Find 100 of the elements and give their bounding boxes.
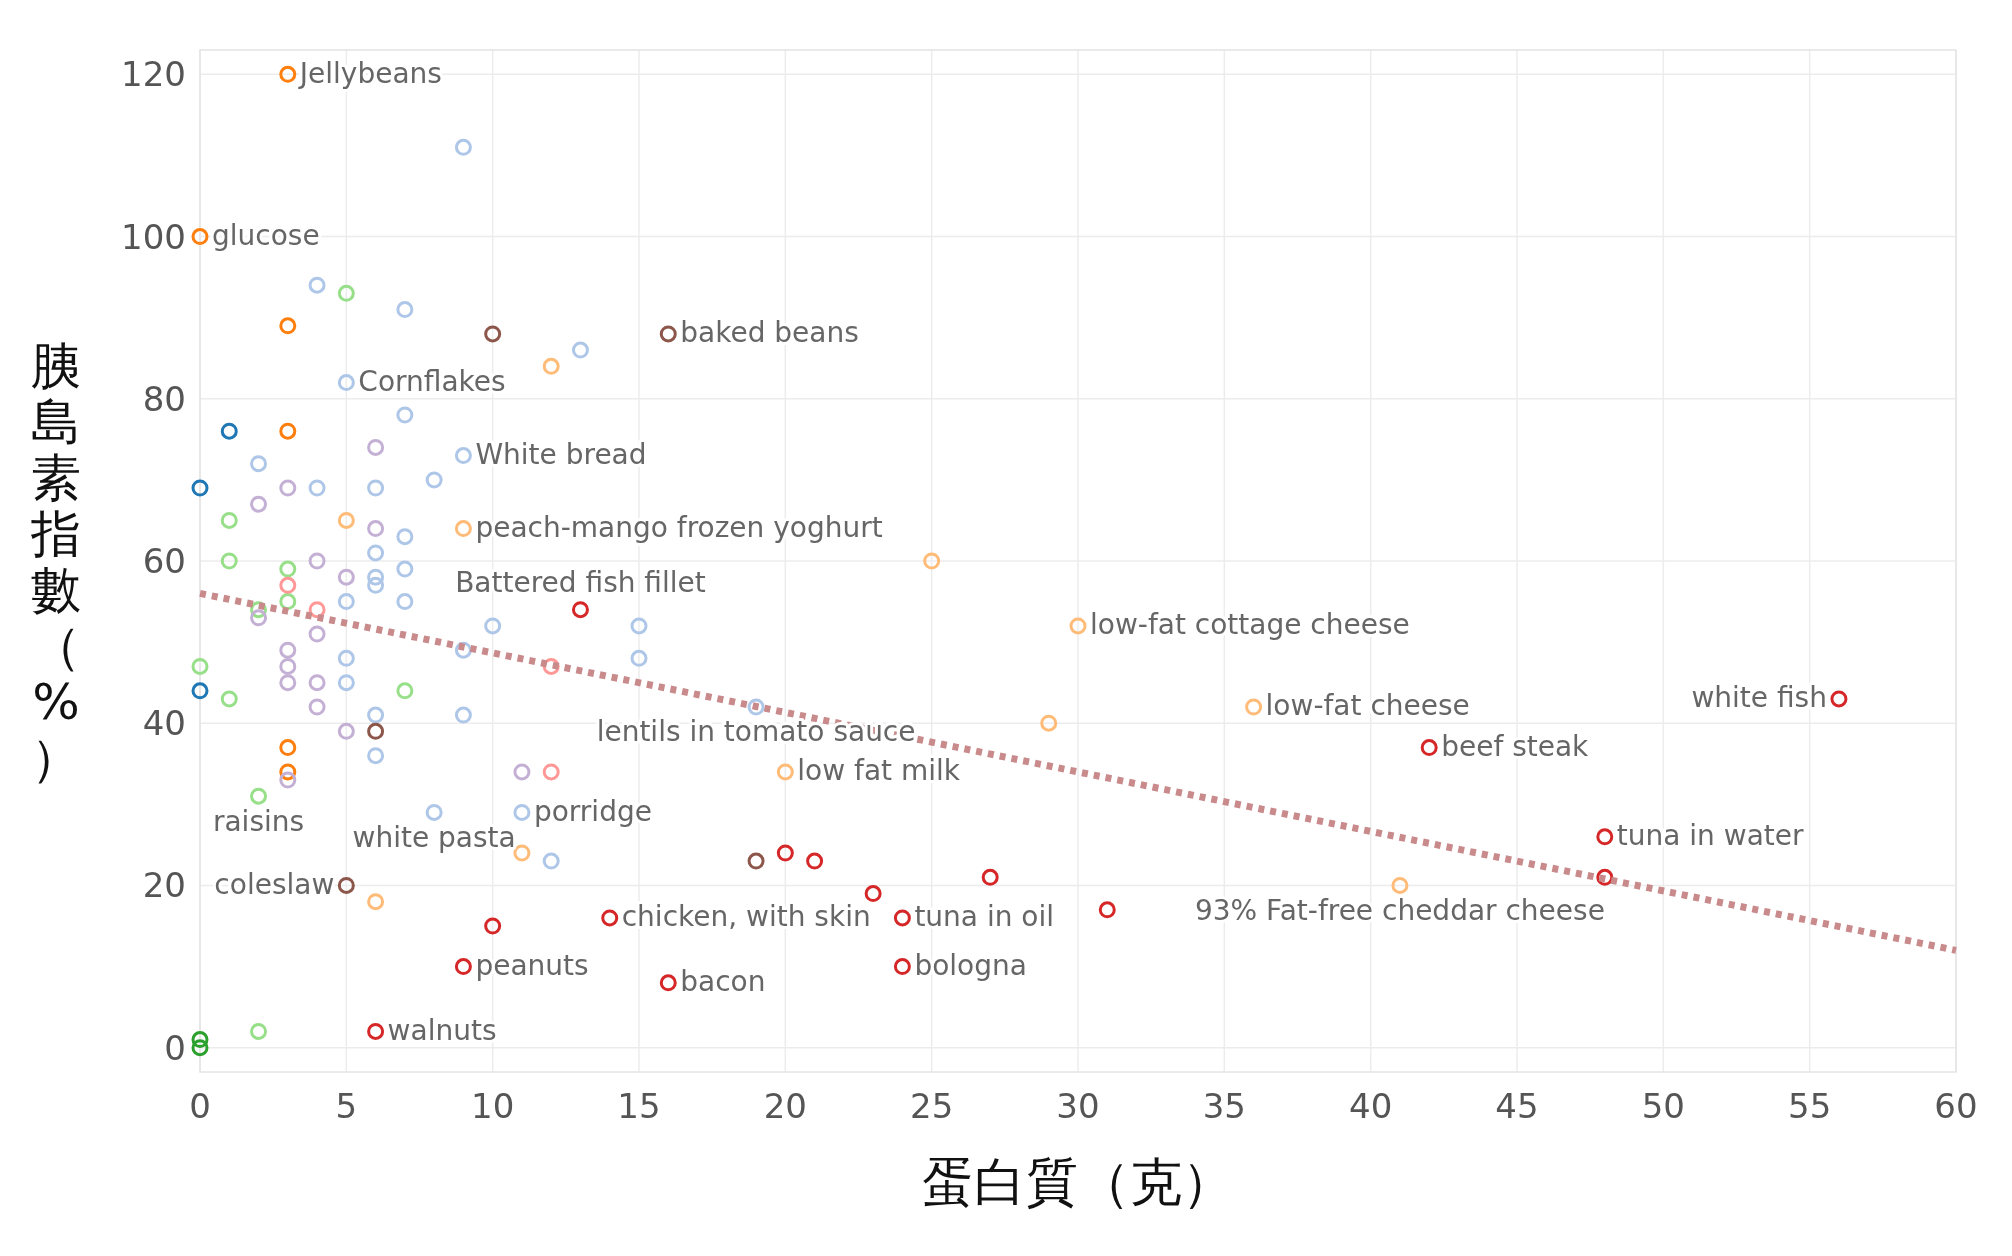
- annotation: bacon: [680, 965, 766, 999]
- point: [864, 885, 882, 903]
- annotation: low fat milk: [797, 754, 961, 788]
- point: [1420, 739, 1438, 757]
- point: [337, 722, 355, 740]
- y-axis-title: 胰島素指數（%）: [30, 337, 81, 787]
- point: [1596, 828, 1614, 846]
- x-tick-label: 45: [1495, 1086, 1539, 1126]
- point: [367, 438, 385, 456]
- point: [747, 852, 765, 870]
- point: [454, 706, 472, 724]
- point: [279, 576, 297, 594]
- point: [220, 511, 238, 529]
- point: [367, 568, 385, 586]
- x-tick-label: 25: [910, 1086, 954, 1126]
- point: [191, 479, 209, 497]
- point: [250, 455, 268, 473]
- point: [250, 787, 268, 805]
- annotation: raisins: [212, 804, 305, 838]
- annotation: white fish: [1691, 681, 1827, 715]
- point: [279, 739, 297, 757]
- point: [279, 317, 297, 335]
- point: [308, 276, 326, 294]
- x-tick-label: 50: [1641, 1086, 1685, 1126]
- point: [513, 763, 531, 781]
- point: [747, 698, 765, 716]
- point: [981, 868, 999, 886]
- annotation: tuna in water: [1616, 819, 1805, 853]
- annotation: coleslaw: [214, 867, 335, 901]
- x-tick-label: 30: [1056, 1086, 1100, 1126]
- point: [454, 447, 472, 465]
- point: [250, 495, 268, 513]
- annotation: chicken, with skin: [621, 900, 871, 934]
- point: [279, 657, 297, 675]
- x-tick-label: 0: [189, 1086, 211, 1126]
- point: [367, 520, 385, 538]
- point: [337, 674, 355, 692]
- point: [630, 649, 648, 667]
- point: [542, 852, 560, 870]
- annotation: tuna in oil: [914, 900, 1055, 934]
- y-tick-label: 100: [121, 216, 186, 257]
- point: [337, 568, 355, 586]
- x-tick-label: 10: [471, 1086, 515, 1126]
- point: [659, 325, 677, 343]
- point: [367, 747, 385, 765]
- annotation: porridge: [533, 794, 652, 828]
- point: [513, 844, 531, 862]
- x-tick-label: 40: [1349, 1086, 1393, 1126]
- point: [1391, 876, 1409, 894]
- point: [191, 228, 209, 246]
- point: [337, 876, 355, 894]
- point: [454, 138, 472, 156]
- point: [279, 641, 297, 659]
- point: [367, 479, 385, 497]
- point: [1040, 714, 1058, 732]
- annotation: glucose: [212, 218, 320, 252]
- point: [191, 682, 209, 700]
- point: [308, 625, 326, 643]
- point: [542, 763, 560, 781]
- point: [484, 617, 502, 635]
- point: [279, 771, 297, 789]
- point: [308, 698, 326, 716]
- point: [425, 471, 443, 489]
- point: [367, 544, 385, 562]
- point: [776, 844, 794, 862]
- point: [513, 803, 531, 821]
- point: [776, 763, 794, 781]
- point: [396, 528, 414, 546]
- point: [1830, 690, 1848, 708]
- point: [367, 893, 385, 911]
- point: [367, 722, 385, 740]
- point: [367, 576, 385, 594]
- point: [337, 374, 355, 392]
- x-tick-label: 55: [1788, 1086, 1832, 1126]
- annotation: low-fat cottage cheese: [1090, 608, 1410, 642]
- point: [425, 803, 443, 821]
- y-tick-label: 120: [121, 54, 186, 95]
- point: [806, 852, 824, 870]
- y-tick-label: 60: [142, 541, 186, 581]
- point: [659, 974, 677, 992]
- point: [893, 909, 911, 927]
- point: [279, 479, 297, 497]
- point: [191, 657, 209, 675]
- point: [893, 958, 911, 976]
- annotation: White bread: [475, 437, 647, 471]
- annotation: Cornflakes: [358, 364, 506, 398]
- point: [308, 674, 326, 692]
- annotation: low-fat cheese: [1265, 689, 1470, 723]
- point: [923, 552, 941, 570]
- point: [220, 552, 238, 570]
- annotation: white pasta: [352, 820, 516, 854]
- point: [279, 560, 297, 578]
- annotation: beef steak: [1441, 729, 1590, 763]
- x-axis-title: 蛋白質（克）: [922, 1152, 1234, 1212]
- point: [220, 422, 238, 440]
- point: [337, 284, 355, 302]
- point: [367, 1022, 385, 1040]
- point: [337, 511, 355, 529]
- x-tick-label: 60: [1934, 1086, 1978, 1126]
- point: [1069, 617, 1087, 635]
